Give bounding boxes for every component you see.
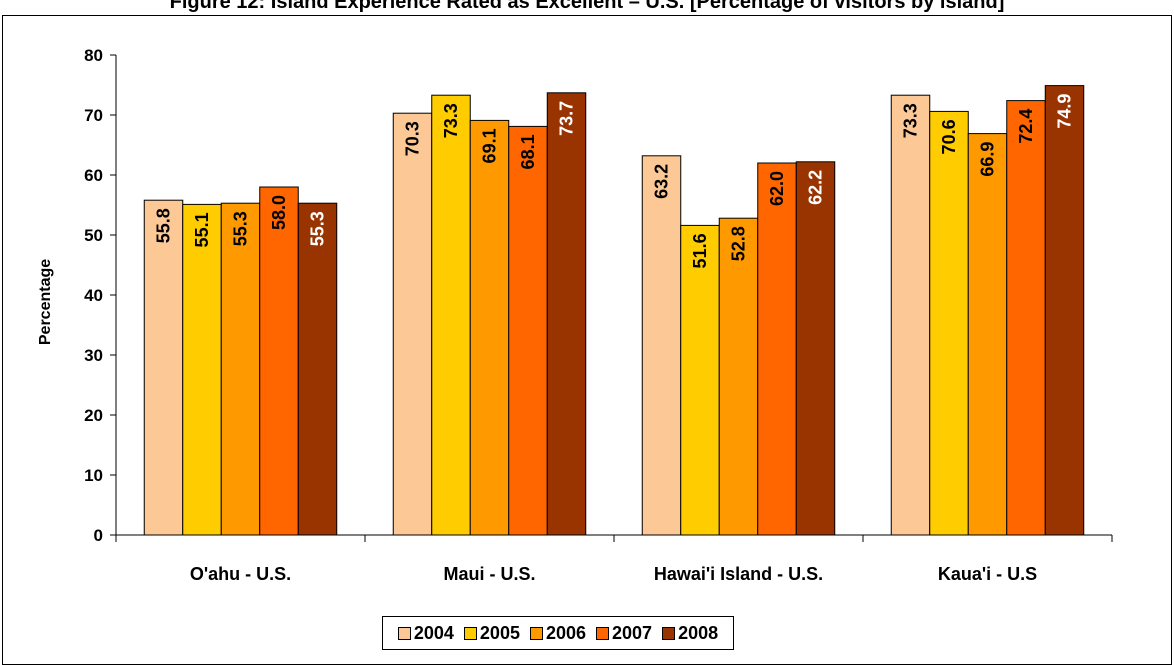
legend-swatch — [529, 626, 543, 640]
bar — [680, 224, 720, 536]
x-tick-label: Hawai'i Island - U.S. — [654, 564, 823, 584]
legend-item: 2005 — [463, 622, 520, 644]
bar — [718, 217, 759, 536]
bars — [143, 85, 1085, 536]
y-axis-label: Percentage — [37, 259, 54, 345]
bar — [259, 186, 299, 536]
legend: 2004 2005 2006 2007 2008 — [382, 616, 734, 650]
bar — [546, 92, 587, 536]
data-label: 51.6 — [690, 233, 710, 268]
data-label: 73.7 — [557, 101, 577, 136]
legend-swatch — [596, 626, 610, 640]
legend-label: 2008 — [678, 622, 719, 643]
data-labels: 55.8 70.3 63.2 73.3 55.1 73.3 51.6 70.6 55.3 69.1… — [154, 94, 1075, 269]
data-label: 52.8 — [729, 226, 749, 261]
data-label: 73.3 — [441, 103, 461, 138]
bar — [392, 112, 433, 536]
legend-label: 2005 — [479, 622, 520, 643]
data-label: 66.9 — [978, 142, 998, 177]
y-tick-label: 70 — [84, 106, 103, 125]
x-tick-label: Kaua'i - U.S — [938, 564, 1037, 584]
chart-title: Figure 12: Island Experience Rated as Ex… — [169, 0, 1005, 13]
bar — [508, 125, 548, 536]
y-tick-label: 20 — [84, 406, 103, 425]
data-label: 55.8 — [154, 208, 174, 243]
legend-label: 2004 — [413, 622, 454, 643]
y-tick-label: 40 — [84, 286, 103, 305]
data-label: 70.6 — [939, 119, 959, 154]
bar — [929, 110, 969, 536]
y-tick-label: 10 — [84, 466, 103, 485]
bar — [757, 162, 797, 536]
bar — [1044, 85, 1085, 536]
bar — [795, 161, 836, 536]
bar — [890, 94, 931, 536]
data-label: 55.3 — [231, 211, 251, 246]
legend-swatch — [463, 626, 477, 640]
data-label: 74.9 — [1055, 94, 1075, 129]
bar — [641, 155, 682, 536]
legend-item: 2004 — [397, 622, 454, 644]
bar — [469, 119, 510, 536]
data-label: 69.1 — [480, 128, 500, 163]
data-label: 73.3 — [901, 103, 921, 138]
bar — [220, 202, 261, 536]
bar — [143, 199, 184, 536]
legend-swatch — [397, 626, 411, 640]
bar — [431, 94, 471, 536]
y-tick-label: 80 — [84, 46, 103, 65]
y-tick-label: 30 — [84, 346, 103, 365]
legend-label: 2006 — [545, 622, 587, 643]
legend-label: 2007 — [612, 622, 653, 643]
data-label: 62.2 — [806, 170, 826, 205]
y-tick-label: 0 — [94, 526, 103, 545]
x-tick-label: Maui - U.S. — [443, 564, 535, 584]
data-label: 55.1 — [192, 212, 212, 247]
y-axis: 0 10 20 30 40 50 60 70 80 — [84, 46, 117, 545]
legend-item: 2008 — [662, 623, 718, 644]
bar — [1006, 100, 1046, 536]
data-label: 72.4 — [1016, 109, 1036, 144]
data-label: 62.0 — [767, 171, 787, 206]
legend-swatch — [662, 626, 676, 640]
x-axis: O'ahu - U.S. Maui - U.S. Hawai'i Island - … — [115, 534, 1113, 584]
data-label: 68.1 — [518, 134, 538, 169]
data-label: 55.3 — [308, 211, 328, 246]
data-label: 63.2 — [652, 164, 672, 199]
legend-item: 2007 — [596, 623, 652, 644]
bar — [182, 203, 222, 536]
x-tick-label: O'ahu - U.S. — [190, 564, 291, 584]
data-label: 58.0 — [269, 195, 289, 230]
y-tick-label: 50 — [84, 226, 103, 245]
bar — [297, 202, 338, 536]
bar — [967, 133, 1008, 536]
y-tick-label: 60 — [84, 166, 103, 185]
data-label: 70.3 — [403, 121, 423, 156]
legend-item: 2006 — [529, 622, 587, 644]
